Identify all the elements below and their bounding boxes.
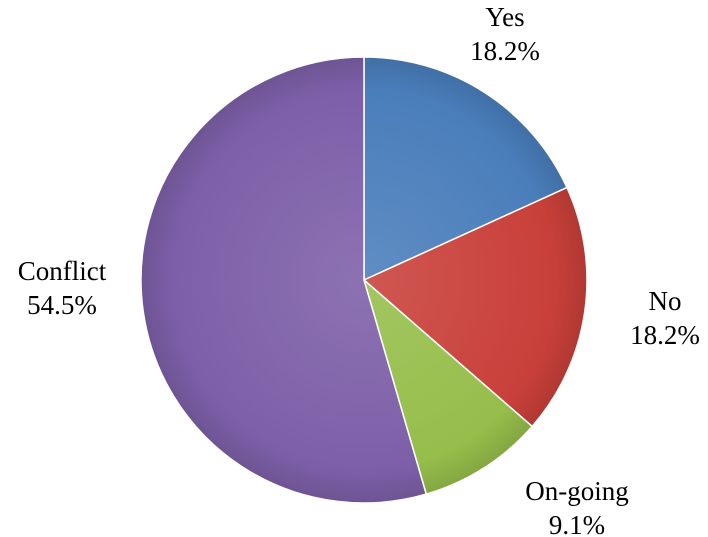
slice-category-label: Yes [485, 2, 524, 32]
slice-category-label: Conflict [18, 256, 107, 286]
slice-category-label: No [649, 286, 682, 316]
slice-percent-label: 9.1% [549, 510, 605, 537]
slice-percent-label: 54.5% [27, 290, 97, 320]
pie-slices [141, 57, 587, 503]
slice-category-label: On-going [525, 476, 629, 506]
slice-percent-label: 18.2% [470, 36, 540, 66]
slice-percent-label: 18.2% [630, 320, 700, 350]
